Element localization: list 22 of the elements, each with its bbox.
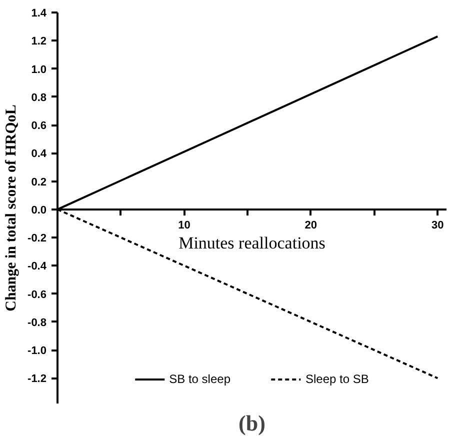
x-axis-title: Minutes reallocations xyxy=(178,234,326,252)
text: (b) xyxy=(238,410,266,436)
x-tick-label: 20 xyxy=(304,219,318,232)
legend-label: SB to sleep xyxy=(169,372,230,386)
y-tick-label: 1.4 xyxy=(31,8,48,20)
y-tick-label: -0.6 xyxy=(28,288,47,301)
y-tick-label: -0.4 xyxy=(28,260,48,273)
y-tick-label: 0.8 xyxy=(31,92,47,104)
x-tick-label: 30 xyxy=(432,219,444,232)
y-tick-label: 0.6 xyxy=(31,120,47,132)
y-tick-label: 0.4 xyxy=(31,148,48,160)
y-tick-label: -1.2 xyxy=(28,373,47,386)
y-tick-label: 0.2 xyxy=(31,176,47,188)
y-axis-title: Change in total score of HRQoL xyxy=(4,104,20,312)
y-tick-label: -1.0 xyxy=(28,345,47,358)
legend-label: Sleep to SB xyxy=(306,372,369,386)
y-tick-label: -0.8 xyxy=(28,316,47,329)
y-tick-label: 0.0 xyxy=(31,204,47,216)
x-tick-label: 10 xyxy=(178,219,190,232)
y-tick-label: -0.2 xyxy=(28,232,47,245)
y-tick-label: 1.0 xyxy=(31,64,47,76)
y-tick-label: 1.2 xyxy=(31,36,47,48)
